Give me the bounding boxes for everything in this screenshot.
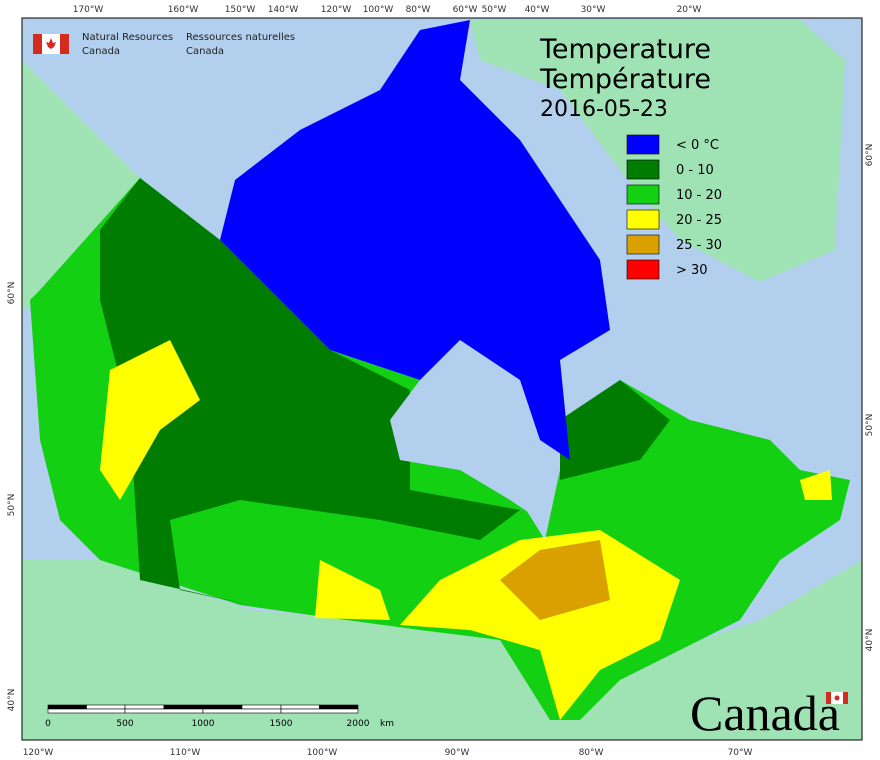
graticule-label: 80°W xyxy=(406,5,431,15)
scale-segment xyxy=(47,704,87,710)
graticule-label: 120°W xyxy=(23,748,54,758)
graticule-label: 50°N xyxy=(865,414,875,437)
graticule-label: 110°W xyxy=(170,748,201,758)
legend-swatch xyxy=(626,134,660,155)
agency-fr: Canada xyxy=(186,46,224,57)
scale-segment xyxy=(280,708,359,714)
graticule-label: 20°W xyxy=(677,5,702,15)
zone-below-0 xyxy=(220,20,610,460)
scale-segment xyxy=(202,708,282,714)
scale-segment xyxy=(124,704,165,710)
zone-20-25-west xyxy=(100,340,200,500)
graticule-label: 50°N xyxy=(7,494,17,517)
legend-label: > 30 xyxy=(676,263,708,278)
scale-segment xyxy=(280,704,320,710)
zone-25-30 xyxy=(500,540,610,620)
scale-segment xyxy=(241,704,282,710)
zone-20-25-atlantic xyxy=(800,470,832,500)
zone-20-25-prairie xyxy=(315,560,390,620)
graticule-label: 100°W xyxy=(363,5,394,15)
graticule-label: 60°N xyxy=(7,282,17,305)
legend-label: 10 - 20 xyxy=(676,188,722,203)
scale-label: 500 xyxy=(116,719,133,729)
legend-swatch xyxy=(626,234,660,255)
graticule-label: 140°W xyxy=(268,5,299,15)
title-en: Temperature xyxy=(539,34,711,65)
legend-label: 25 - 30 xyxy=(676,238,722,253)
scale-label: 1000 xyxy=(192,719,215,729)
graticule-label: 60°W xyxy=(453,5,478,15)
graticule-label: 40°N xyxy=(865,629,875,652)
legend-swatch xyxy=(626,209,660,230)
wordmark-flag xyxy=(826,692,848,704)
united-states xyxy=(22,560,862,740)
map-frame xyxy=(21,17,863,741)
hudson-bay xyxy=(390,360,555,520)
graticule-label: 70°W xyxy=(728,748,753,758)
scale-segment xyxy=(47,708,126,714)
graticule-label: 40°N xyxy=(7,689,17,712)
scale-segment xyxy=(202,704,243,710)
dynamic-layer: 170°W 160°W 150°W 140°W 120°W 100°W 80°W 60°W 50… xyxy=(7,5,875,758)
title-fr: Température xyxy=(539,64,711,95)
graticule-label: 40°W xyxy=(525,5,550,15)
graticule-label: 160°W xyxy=(168,5,199,15)
agency-en: Canada xyxy=(82,46,120,57)
graticule-label: 30°W xyxy=(581,5,606,15)
scale-label: 2000 xyxy=(347,719,370,729)
scale-label: 0 xyxy=(45,719,51,729)
legend-label: 0 - 10 xyxy=(676,163,714,178)
legend-swatch xyxy=(626,159,660,180)
graticule-label: 100°W xyxy=(307,748,338,758)
graticule-label: 50°W xyxy=(482,5,507,15)
wordmark: Canada xyxy=(690,685,840,741)
nrcan-flag xyxy=(33,34,69,54)
graticule-label: 90°W xyxy=(445,748,470,758)
scale-segment xyxy=(86,704,126,710)
graticule-label: 60°N xyxy=(865,144,875,167)
legend-swatch xyxy=(626,259,660,280)
zone-20-25 xyxy=(400,530,680,720)
legend-swatch xyxy=(626,184,660,205)
legend-label: 20 - 25 xyxy=(676,213,722,228)
graticule-label: 120°W xyxy=(321,5,352,15)
scale-segment xyxy=(163,704,204,710)
scale-segment xyxy=(319,704,359,710)
graticule-label: 150°W xyxy=(225,5,256,15)
graticule-label: 80°W xyxy=(579,748,604,758)
date: 2016-05-23 xyxy=(540,97,668,122)
scale-unit: km xyxy=(380,719,394,729)
legend-label: < 0 °C xyxy=(676,138,719,153)
zone-0-10 xyxy=(100,178,520,605)
agency-fr: Ressources naturelles xyxy=(186,32,295,43)
graticule-label: 170°W xyxy=(73,5,104,15)
zone-0-10-east xyxy=(560,380,670,480)
scale-segment xyxy=(124,708,204,714)
scale-label: 1500 xyxy=(270,719,293,729)
alaska xyxy=(22,60,140,310)
agency-en: Natural Resources xyxy=(82,32,173,43)
